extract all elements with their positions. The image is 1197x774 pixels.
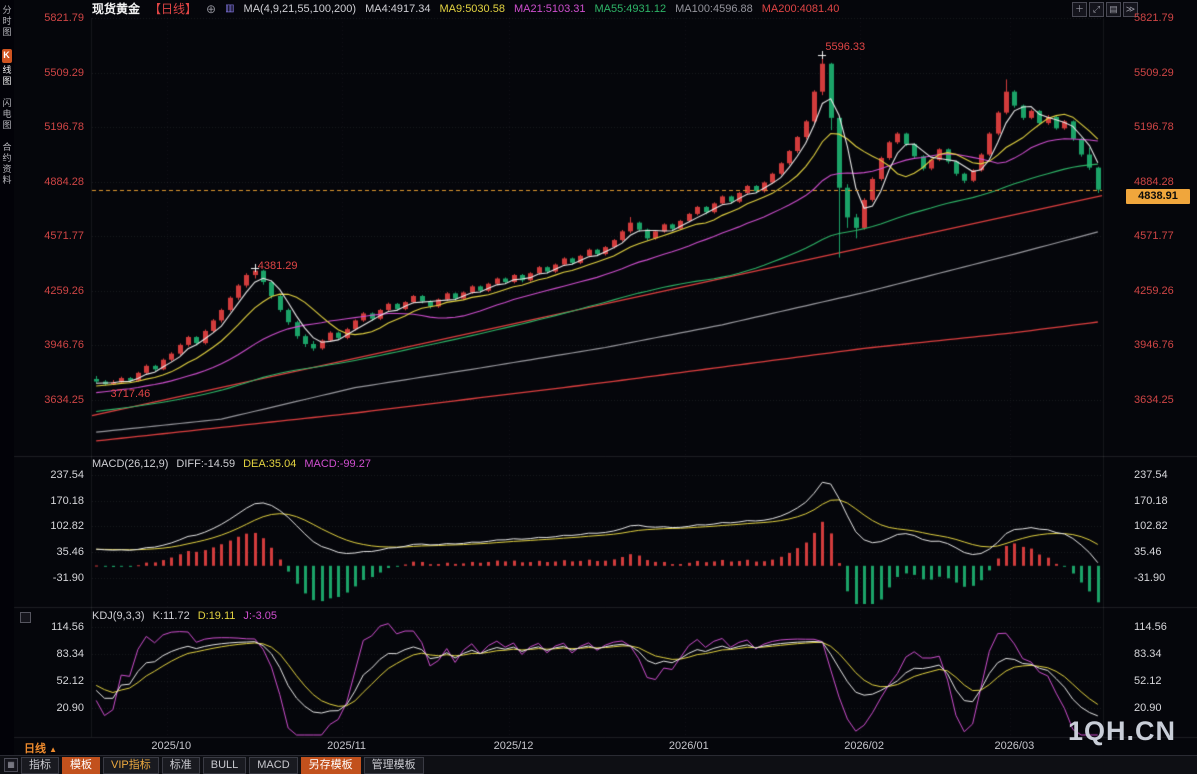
y-axis-label: -31.90 (52, 572, 84, 584)
y-axis-label: 102.82 (50, 520, 84, 532)
y-axis-label: 102.82 (1134, 520, 1168, 532)
window-controls: ＋ ⤢ ▤ ≫ (1072, 2, 1138, 17)
layout-icon[interactable]: ▤ (1106, 2, 1121, 17)
symbol-name: 现货黄金 (92, 2, 141, 16)
x-axis-month: 2025/11 (327, 740, 367, 752)
tab-macd[interactable]: MACD (249, 756, 298, 774)
x-axis-month: 2026/01 (668, 740, 709, 752)
y-axis-label: 52.12 (56, 675, 84, 687)
ma-chart-icon: ▥ (225, 3, 235, 14)
kdj-panel-title: KDJ(9,3,3) K:11.72 D:19.11 J:-3.05 (92, 610, 277, 622)
y-axis-label: 4884.28 (44, 176, 84, 188)
kdj-params: KDJ(9,3,3) (92, 610, 145, 622)
x-axis-month: 2026/02 (844, 740, 884, 752)
kdj-d-value: D:19.11 (197, 610, 236, 622)
y-axis-label: 35.46 (56, 546, 84, 558)
x-axis: 日线 ▲ 2025/10 2025/11 2025/12 2026/01 202… (0, 737, 1197, 755)
y-axis-label: 237.54 (1134, 469, 1168, 481)
y-axis-label: 4259.26 (44, 285, 84, 297)
kdj-j-value: J:-3.05 (243, 610, 278, 622)
x-axis-month: 2025/12 (493, 740, 534, 752)
sidebar-item-lightning[interactable]: 闪电图 (1, 98, 12, 131)
ma21-value: MA21:5103.31 (513, 2, 586, 15)
sidebar-item-kline-label: 线图 (1, 65, 12, 87)
macd-macd-value: MACD:-99.27 (304, 458, 371, 470)
fast-forward-icon[interactable]: ≫ (1123, 2, 1138, 17)
tab-save-template[interactable]: 另存模板 (300, 756, 361, 774)
tab-vip-indicators[interactable]: VIP指标 (103, 756, 159, 774)
kdj-k-value: K:11.72 (152, 610, 190, 622)
expand-circle-plus-icon[interactable]: ⊕ (206, 1, 217, 16)
macd-panel-title: MACD(26,12,9) DIFF:-14.59 DEA:35.04 MACD… (92, 458, 371, 470)
site-watermark: 1QH.CN (1068, 716, 1177, 746)
y-axis-label: 5821.79 (44, 12, 84, 24)
macd-diff-value: DIFF:-14.59 (176, 458, 236, 470)
sidebar-item-kline[interactable]: K 线图 (1, 49, 14, 87)
y-axis-label: 5196.78 (44, 121, 84, 133)
y-axis-label: 170.18 (50, 495, 84, 507)
y-axis-label: 3634.25 (1134, 394, 1174, 406)
y-axis-label: 20.90 (56, 702, 84, 714)
period-selector[interactable]: 日线 ▲ (24, 740, 57, 756)
y-axis-label: 83.34 (1134, 648, 1162, 660)
y-axis-label: 20.90 (1134, 702, 1162, 714)
annotation-local-peak: 4381.29 (257, 259, 298, 272)
y-axis-label: 4571.77 (44, 230, 84, 242)
tab-bull[interactable]: BULL (202, 756, 247, 774)
y-axis-label: 5509.29 (1134, 67, 1174, 79)
y-axis-label: 3946.76 (1134, 339, 1174, 351)
y-axis-label: 5196.78 (1134, 121, 1174, 133)
y-axis-label: 83.34 (56, 648, 84, 660)
annotation-peak: 5596.33 (825, 41, 866, 54)
ma55-value: MA55:4931.12 (594, 2, 667, 15)
kline-k-badge: K (1, 49, 12, 63)
left-sidebar: 分时图 K 线图 闪电图 合约资料 (0, 0, 14, 755)
macd-dea-value: DEA:35.04 (243, 458, 297, 470)
zoom-in-icon[interactable]: ＋ (1072, 2, 1087, 17)
annotation-start-low: 3717.46 (110, 387, 151, 400)
period-tag: 【日线】 (149, 2, 198, 16)
ma100-value: MA100:4596.88 (675, 2, 753, 15)
toolbar-menu-icon[interactable]: ▦ (4, 758, 18, 772)
y-axis-label: 237.54 (50, 469, 84, 481)
y-axis-label: -31.90 (1134, 572, 1166, 584)
y-axis-label: 3634.25 (44, 394, 84, 406)
ma9-value: MA9:5030.58 (439, 2, 505, 15)
kdj-panel-icon[interactable] (20, 612, 31, 623)
y-axis-label: 3946.76 (44, 339, 84, 351)
ma-settings-label: MA(4,9,21,55,100,200) (243, 2, 357, 15)
y-axis-label: 35.46 (1134, 546, 1162, 558)
tab-templates[interactable]: 模板 (62, 756, 100, 774)
tab-indicators[interactable]: 指标 (21, 756, 59, 774)
chevron-up-icon: ▲ (49, 745, 57, 754)
y-axis-label: 4884.28 (1134, 176, 1174, 188)
sidebar-item-timeshare[interactable]: 分时图 (1, 5, 12, 38)
y-axis-label: 4259.26 (1134, 285, 1174, 297)
bottom-toolbar: ▦ 指标 模板 VIP指标 标准 BULL MACD 另存模板 管理模板 (0, 755, 1197, 774)
ma4-value: MA4:4917.34 (365, 2, 431, 15)
y-axis-label: 170.18 (1134, 495, 1168, 507)
macd-params: MACD(26,12,9) (92, 458, 169, 470)
last-price-badge: 4838.91 (1126, 188, 1190, 204)
tab-standard[interactable]: 标准 (161, 756, 200, 774)
x-axis-month: 2025/10 (151, 740, 192, 752)
sidebar-item-contract-info[interactable]: 合约资料 (1, 142, 12, 186)
y-axis-label: 52.12 (1134, 675, 1162, 687)
ma200-value: MA200:4081.40 (761, 2, 840, 15)
y-axis-label: 5821.79 (1134, 12, 1174, 24)
y-axis-label: 114.56 (51, 621, 84, 633)
period-selector-label: 日线 (24, 743, 46, 755)
y-axis-label: 5509.29 (44, 67, 84, 79)
chart-header: 现货黄金 【日线】 ⊕ ▥ MA(4,9,21,55,100,200) MA4:… (92, 0, 839, 17)
tab-manage-template[interactable]: 管理模板 (363, 756, 424, 774)
x-axis-month: 2026/03 (994, 740, 1035, 752)
fullscreen-icon[interactable]: ⤢ (1089, 2, 1104, 17)
y-axis-label: 4571.77 (1134, 230, 1174, 242)
y-axis-label: 114.56 (1134, 621, 1167, 633)
